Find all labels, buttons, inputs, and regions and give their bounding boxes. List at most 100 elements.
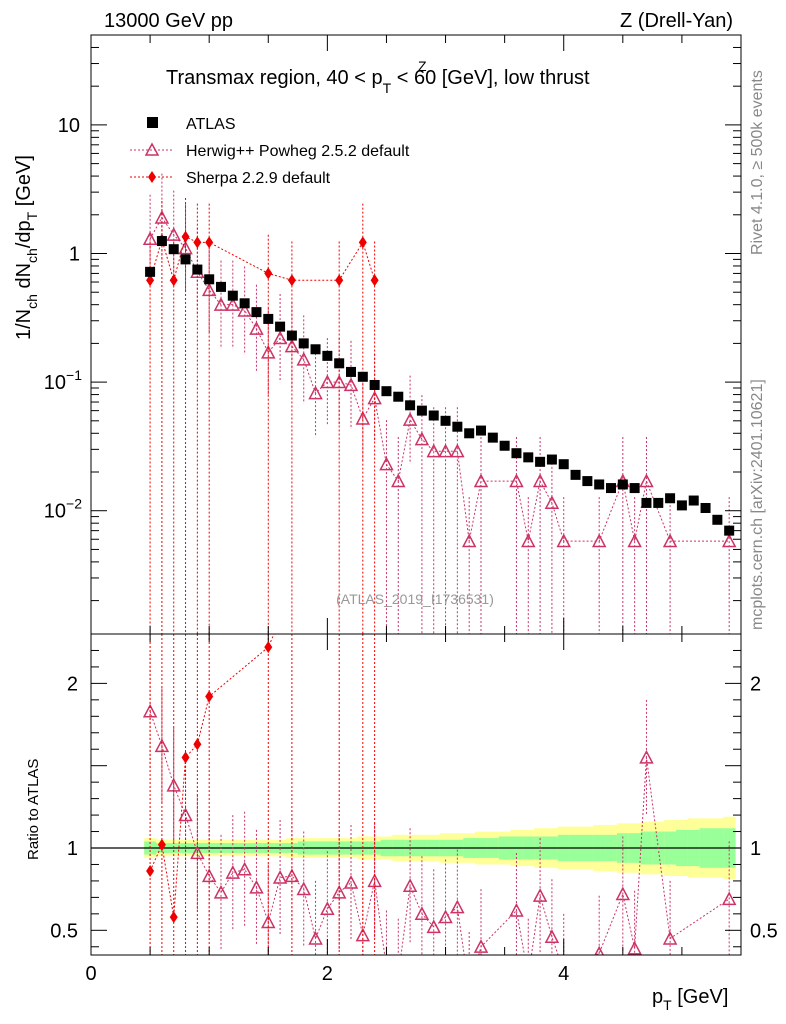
atlas-data-point xyxy=(298,338,309,349)
main-y-axis-label: 1/Nch dNch/dpT [GeV] xyxy=(13,155,40,340)
sherpa-ratio-point xyxy=(169,911,178,924)
atlas-data-point xyxy=(357,371,368,382)
sherpa-ratio-point xyxy=(146,865,155,878)
herwig-ratio-point xyxy=(509,902,524,917)
atlas-data-point xyxy=(629,483,640,494)
herwig-main-point xyxy=(237,302,252,317)
atlas-data-point xyxy=(251,307,262,318)
atlas-data-point xyxy=(452,421,463,432)
legend-sherpa-marker xyxy=(148,171,156,183)
herwig-ratio-point xyxy=(343,874,359,889)
herwig-ratio-point xyxy=(142,703,158,718)
herwig-main-point xyxy=(379,456,394,471)
herwig-ratio-point xyxy=(522,970,534,981)
ratio-y-tick-label-right: 2 xyxy=(750,673,761,695)
herwig-main-point xyxy=(249,321,264,335)
atlas-data-point xyxy=(239,298,250,309)
atlas-data-point xyxy=(168,244,179,255)
herwig-ratio-point xyxy=(392,970,404,981)
process-label: Z (Drell-Yan) xyxy=(620,10,733,32)
herwig-main-point xyxy=(414,431,430,446)
herwig-main-point xyxy=(450,443,465,458)
axis-ticks: 0 2 4 10 1 10−1 10−2 2 2 1 1 0.5 0.5 xyxy=(44,34,778,985)
sherpa-ratio-point xyxy=(205,690,214,703)
x-tick-label: 4 xyxy=(558,963,569,985)
herwig-main-point xyxy=(591,533,607,548)
herwig-main-point xyxy=(544,495,560,510)
atlas-data-point xyxy=(334,358,345,369)
atlas-data-point xyxy=(405,400,416,411)
atlas-data-point xyxy=(369,379,380,390)
herwig-main-point xyxy=(426,443,441,458)
herwig-main-point xyxy=(320,374,335,389)
herwig-main-point xyxy=(509,473,524,488)
herwig-ratio-point xyxy=(615,886,631,901)
atlas-data-point xyxy=(440,415,451,426)
herwig-main-point xyxy=(331,374,347,389)
herwig-main-point xyxy=(284,338,300,353)
ratio-y-tick-label: 1 xyxy=(67,838,78,860)
sherpa-main-point xyxy=(335,274,344,287)
herwig-ratio-point xyxy=(402,878,418,893)
herwig-main-point xyxy=(201,282,217,297)
atlas-data-point xyxy=(499,440,510,451)
herwig-ratio-point xyxy=(450,899,465,914)
sherpa-ratio-point xyxy=(264,641,273,654)
herwig-main-point xyxy=(402,412,418,426)
herwig-main-point xyxy=(367,390,382,405)
atlas-data-point xyxy=(476,425,486,436)
ratio-y-tick-label: 2 xyxy=(67,673,78,695)
legend-sherpa-label: Sherpa 2.2.9 default xyxy=(186,170,331,187)
atlas-data-point xyxy=(192,264,203,275)
atlas-data-point xyxy=(617,479,628,490)
atlas-data-point xyxy=(688,495,699,506)
herwig-main-point xyxy=(521,533,536,548)
energy-label: 13000 GeV pp xyxy=(104,10,233,32)
main-y-tick-label: 10−2 xyxy=(44,496,82,523)
legend-atlas-label: ATLAS xyxy=(186,116,236,133)
herwig-ratio-point xyxy=(594,945,605,955)
herwig-ratio-point xyxy=(639,749,654,764)
atlas-data-point xyxy=(546,454,557,465)
x-tick-label: 0 xyxy=(85,963,96,985)
herwig-ratio-point xyxy=(320,901,335,916)
herwig-main-point xyxy=(166,227,181,241)
atlas-data-point xyxy=(700,502,711,513)
atlas-data-point xyxy=(464,428,475,439)
sherpa-ratio-point xyxy=(157,838,166,851)
herwig-main-point xyxy=(532,473,548,488)
atlas-data-point xyxy=(381,386,392,397)
atlas-data-point xyxy=(275,321,286,332)
herwig-ratio-point xyxy=(225,865,241,879)
herwig-main-point xyxy=(142,231,158,245)
herwig-main-point xyxy=(721,533,737,548)
atlas-data-point xyxy=(322,350,333,361)
plot-title: Transmax region, 40 < pT < 60 [GeV], low… xyxy=(166,67,590,96)
herwig-main-point xyxy=(154,210,170,224)
sherpa-main-point xyxy=(193,236,202,249)
herwig-ratio-point xyxy=(463,984,475,995)
atlas-data-point xyxy=(558,459,569,470)
herwig-main-point xyxy=(213,297,229,311)
sherpa-ratio-point xyxy=(288,587,296,599)
atlas-data-point xyxy=(523,452,534,463)
herwig-ratio-point xyxy=(213,884,229,899)
ratio-plot-frame xyxy=(90,633,742,956)
legend-atlas-marker xyxy=(147,117,158,128)
atlas-uncertainty-band xyxy=(91,816,741,880)
herwig-main-point xyxy=(391,473,406,488)
sherpa-main-point xyxy=(370,274,379,287)
ratio-y-tick-label-right: 1 xyxy=(750,838,761,860)
herwig-ratio-point xyxy=(721,891,737,906)
herwig-main-point xyxy=(556,533,571,548)
herwig-main-line xyxy=(149,216,730,542)
ratio-y-axis-label: Ratio to ATLAS xyxy=(25,759,42,860)
herwig-main-point xyxy=(272,330,288,345)
atlas-data-point xyxy=(676,500,687,511)
herwig-ratio-point xyxy=(662,930,678,945)
atlas-data-point xyxy=(535,456,546,467)
x-axis-label: pT [GeV] xyxy=(652,986,728,1013)
herwig-main-point xyxy=(662,533,678,548)
herwig-main-point xyxy=(296,351,311,366)
